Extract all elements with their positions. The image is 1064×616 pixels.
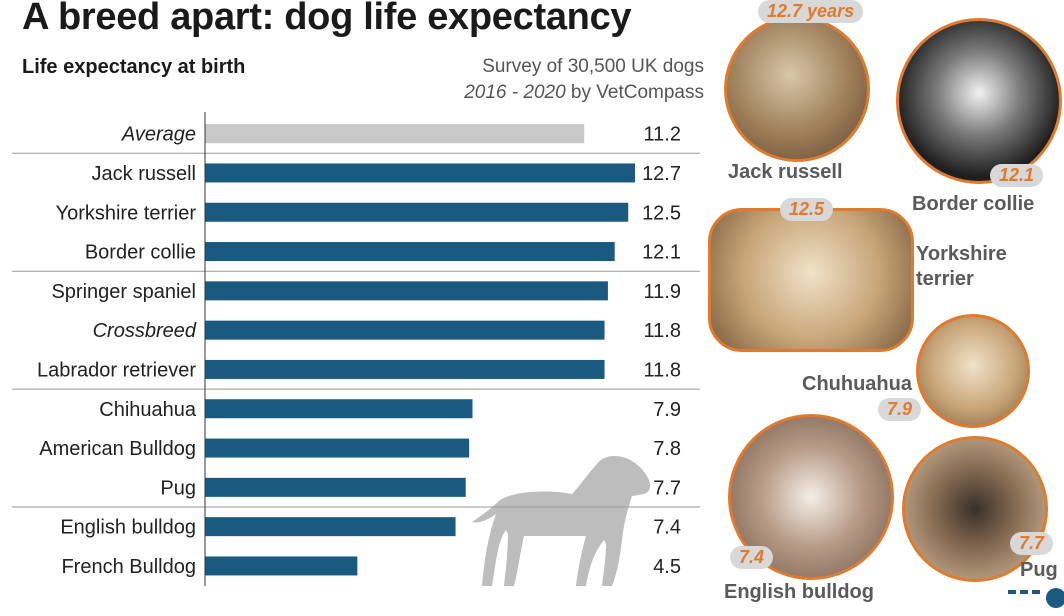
source-years: 2016 - 2020 (464, 82, 566, 103)
category-label-yorkshire-terrier: Yorkshire terrier (56, 202, 197, 224)
value-label-springer-spaniel: 11.9 (644, 281, 681, 303)
value-label-chihuahua: 7.9 (653, 399, 681, 421)
photo-label-yorkshire-line2: terrier (916, 268, 974, 290)
bar-border-collie (205, 242, 615, 262)
photo-yorkshire-terrier (708, 208, 914, 352)
photo-value-english-bulldog: 7.4 (730, 546, 774, 569)
category-label-american-bulldog: American Bulldog (39, 438, 196, 460)
chart-subtitle: Life expectancy at birth (22, 56, 246, 78)
photo-value-jack-russell: 12.7 years (758, 0, 864, 23)
photo-pug (902, 436, 1048, 582)
bar-pug (205, 477, 466, 497)
photo-border-collie (896, 18, 1062, 184)
bar-average (205, 124, 585, 144)
value-label-labrador-retriever: 11.8 (644, 359, 681, 381)
source-survey: Survey of 30,500 UK dogs (482, 56, 704, 77)
separators-group (12, 152, 700, 508)
value-label-french-bulldog: 4.5 (653, 556, 681, 578)
source-by: by VetCompass (570, 82, 704, 103)
value-label-yorkshire-terrier: 12.5 (642, 202, 681, 224)
bar-chart: Average 11.2 Jack russell 12.7 Yorkshire ter… (12, 112, 700, 586)
photo-value-pug: 7.7 (1010, 532, 1054, 555)
bar-french-bulldog (205, 556, 358, 576)
photo-value-chihuahua: 7.9 (878, 398, 922, 421)
category-label-average: Average (121, 124, 196, 146)
photo-label-jack-russell: Jack russell (728, 161, 843, 183)
source-credit: 2016 - 2020 by VetCompass (464, 82, 704, 104)
photo-jack-russell (724, 16, 870, 162)
photo-label-yorkshire-line1: Yorkshire (916, 243, 1007, 265)
photo-label-yorkshire-terrier: Yorkshire terrier (916, 242, 1007, 292)
bar-labrador-retriever (205, 359, 605, 379)
bar-american-bulldog (205, 438, 470, 458)
photo-label-chihuahua: Chuhuahua (802, 373, 912, 395)
photo-chihuahua (916, 314, 1030, 428)
category-label-labrador-retriever: Labrador retriever (37, 359, 196, 381)
bar-chihuahua (205, 399, 473, 419)
afp-logo-icon (1008, 588, 1064, 608)
photo-value-yorkshire-terrier: 12.5 (780, 198, 834, 221)
bar-springer-spaniel (205, 281, 608, 301)
category-label-chihuahua: Chihuahua (99, 399, 197, 421)
bar-yorkshire-terrier (205, 202, 629, 222)
value-label-english-bulldog: 7.4 (653, 517, 681, 539)
chart-title: A breed apart: dog life expectancy (22, 0, 632, 38)
category-label-french-bulldog: French Bulldog (61, 556, 196, 578)
category-label-springer-spaniel: Springer spaniel (51, 281, 196, 303)
value-label-border-collie: 12.1 (642, 242, 681, 264)
value-label-pug: 7.7 (653, 477, 681, 499)
category-label-jack-russell: Jack russell (92, 163, 196, 185)
bar-jack-russell (205, 163, 635, 183)
photo-label-border-collie: Border collie (912, 193, 1035, 215)
dog-silhouette-icon (472, 456, 651, 586)
bar-crossbreed (205, 320, 605, 340)
value-label-crossbreed: 11.8 (644, 320, 681, 342)
photo-label-pug: Pug (1020, 559, 1058, 581)
bars-group (205, 124, 635, 576)
photo-value-border-collie: 12.1 (990, 164, 1044, 187)
labels-group: Average 11.2 Jack russell 12.7 Yorkshire ter… (37, 124, 681, 578)
category-label-pug: Pug (160, 477, 196, 499)
category-label-english-bulldog: English bulldog (60, 517, 196, 539)
bar-english-bulldog (205, 517, 456, 537)
category-label-crossbreed: Crossbreed (93, 320, 197, 342)
value-label-jack-russell: 12.7 (642, 163, 681, 185)
category-label-border-collie: Border collie (85, 242, 196, 264)
value-label-average: 11.2 (644, 124, 681, 146)
photo-label-english-bulldog: English bulldog (724, 581, 874, 603)
value-label-american-bulldog: 7.8 (653, 438, 681, 460)
